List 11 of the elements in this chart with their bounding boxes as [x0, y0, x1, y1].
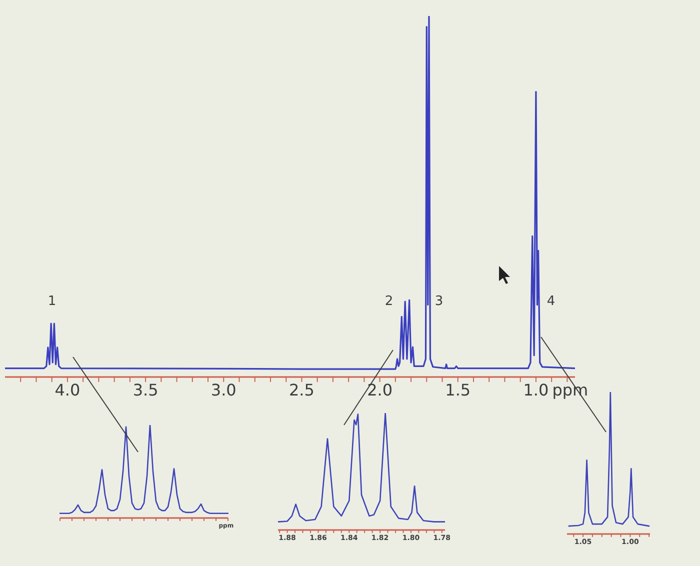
x-tick-label: 1.0 — [523, 380, 549, 400]
x-tick-label: 4.0 — [54, 380, 80, 400]
x-tick-label: 3.5 — [132, 380, 158, 400]
x-tick-label: 2.0 — [367, 380, 393, 400]
annotation: 1 — [48, 294, 56, 308]
x-tick-label: 3.0 — [210, 380, 236, 400]
annotation: 2 — [384, 294, 394, 308]
x-tick-label: 1.5 — [445, 380, 471, 400]
annotation: 4 — [546, 294, 556, 308]
x-tick-label: 2.5 — [288, 380, 314, 400]
annotation: 3 — [434, 294, 444, 308]
